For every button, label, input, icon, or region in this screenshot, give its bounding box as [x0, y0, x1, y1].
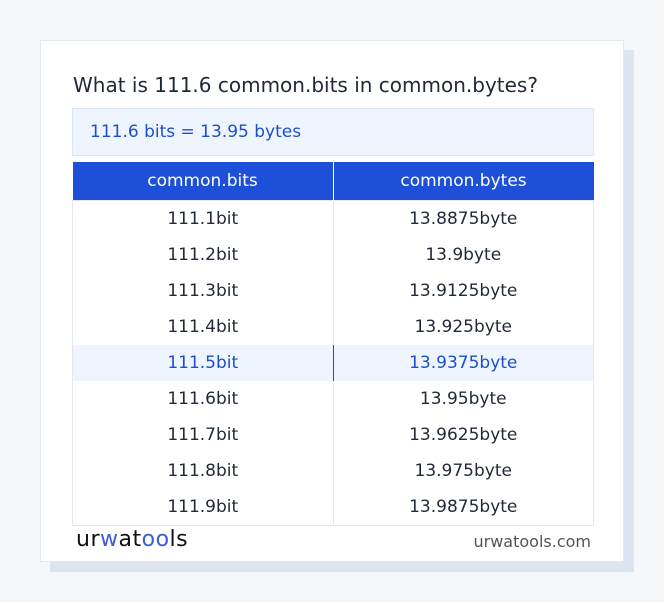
table-row: 111.8bit 13.975byte — [72, 453, 594, 489]
conversion-table: common.bits common.bytes 111.1bit 13.8875… — [72, 162, 594, 526]
bytes-cell: 13.9875byte — [409, 497, 518, 517]
bits-cell: 111.6bit — [72, 381, 334, 417]
table-row: 111.5bit 13.9375byte — [72, 345, 594, 381]
table-row: 111.6bit 13.95byte — [72, 381, 594, 417]
table-row: 111.9bit 13.9875byte — [72, 489, 594, 526]
bytes-cell: 13.95byte — [419, 389, 507, 409]
table-row: 111.3bit 13.9125byte — [72, 273, 594, 309]
bits-cell: 111.8bit — [72, 453, 334, 489]
site-link[interactable]: urwatools.com — [473, 532, 592, 551]
bytes-cell: 13.9125byte — [409, 281, 518, 301]
bytes-cell: 13.8875byte — [409, 209, 518, 229]
table-row: 111.2bit 13.9byte — [72, 237, 594, 273]
result-banner: 111.6 bits = 13.95 bytes — [72, 108, 594, 156]
table-row: 111.7bit 13.9625byte — [72, 417, 594, 453]
bits-cell: 111.4bit — [72, 309, 334, 345]
bits-cell: 111.9bit — [72, 489, 334, 526]
bits-cell: 111.2bit — [72, 237, 334, 273]
bits-cell: 111.7bit — [72, 417, 334, 453]
column-header-bits: common.bits — [72, 162, 334, 201]
bytes-cell: 13.9625byte — [409, 425, 518, 445]
bits-cell: 111.1bit — [72, 200, 334, 237]
bits-cell: 111.3bit — [72, 273, 334, 309]
column-header-bytes: common.bytes — [333, 162, 594, 201]
table-row: 111.1bit 13.8875byte — [72, 200, 594, 237]
table-row: 111.4bit 13.925byte — [72, 309, 594, 345]
bytes-cell: 13.925byte — [414, 317, 512, 337]
page-title: What is 111.6 common.bits in common.byte… — [73, 73, 538, 97]
bits-cell: 111.5bit — [72, 345, 334, 381]
urwatools-logo[interactable]: urwatools — [76, 527, 189, 552]
bytes-cell: 13.9375byte — [333, 345, 594, 381]
converter-card: What is 111.6 common.bits in common.byte… — [40, 40, 624, 562]
bytes-cell: 13.975byte — [414, 461, 512, 481]
bytes-cell: 13.9byte — [425, 245, 502, 265]
